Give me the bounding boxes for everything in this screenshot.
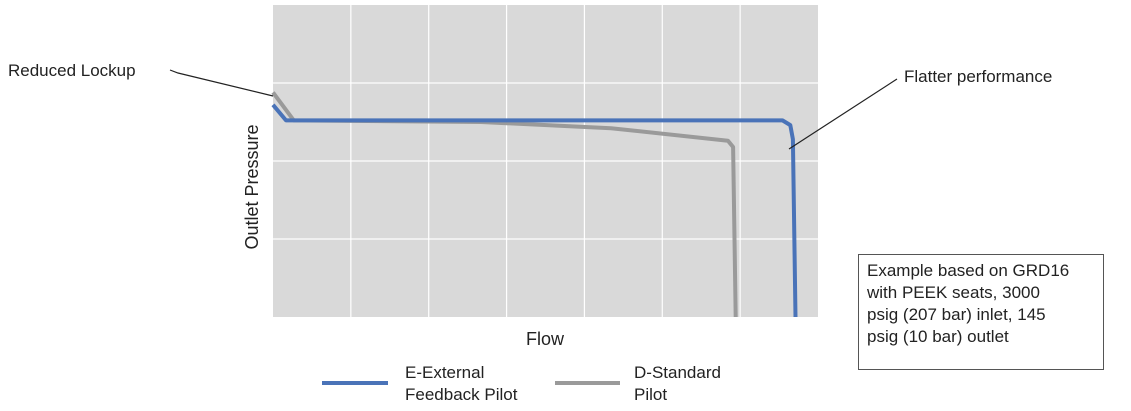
legend-label-d-standard-line1: D-Standard [634, 363, 721, 382]
note-line-4: psig (10 bar) outlet [867, 327, 1009, 346]
series-layer [271, 91, 798, 318]
annotation-reduced-lockup-leader [169, 69, 274, 97]
example-note-box: Example based on GRD16 with PEEK seats, … [858, 254, 1104, 370]
legend: E-External Feedback Pilot D-Standard Pil… [322, 363, 721, 404]
legend-label-d-standard-line2: Pilot [634, 385, 667, 404]
y-axis-label: Outlet Pressure [242, 124, 262, 249]
series-line-e-external [271, 103, 798, 318]
note-line-1: Example based on GRD16 [867, 261, 1070, 280]
legend-label-e-external-line1: E-External [405, 363, 484, 382]
annotation-flatter-performance: Flatter performance [904, 67, 1052, 86]
x-axis-label: Flow [526, 329, 565, 349]
note-line-3: psig (207 bar) inlet, 145 [867, 305, 1046, 324]
annotation-flatter-performance-leader [788, 78, 898, 150]
grid [273, 5, 818, 317]
note-line-2: with PEEK seats, 3000 [867, 283, 1040, 302]
legend-label-e-external-line2: Feedback Pilot [405, 385, 518, 404]
annotation-reduced-lockup: Reduced Lockup [8, 61, 136, 80]
